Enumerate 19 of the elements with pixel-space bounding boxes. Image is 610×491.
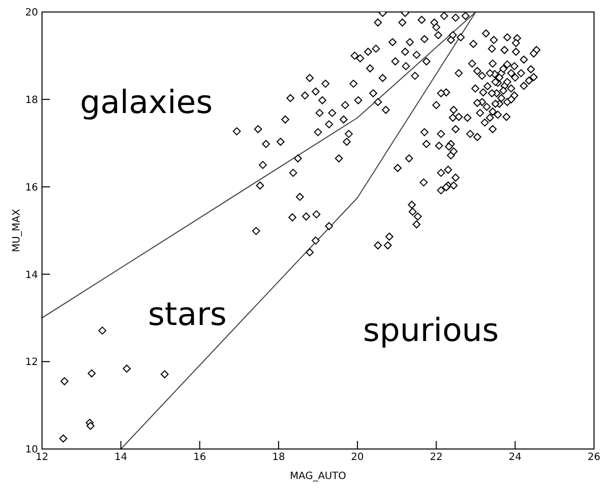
x-tick-label: 26 bbox=[588, 452, 600, 464]
x-tick-label: 16 bbox=[193, 452, 206, 464]
y-tick-label: 14 bbox=[25, 270, 38, 281]
x-tick-label: 14 bbox=[114, 452, 128, 464]
annotation: stars bbox=[148, 295, 227, 333]
x-tick-label: 12 bbox=[36, 452, 48, 464]
y-axis-title: MU_MAX bbox=[12, 208, 23, 252]
y-tick-label: 16 bbox=[25, 182, 38, 194]
annotation: spurious bbox=[363, 311, 499, 349]
annotation: galaxies bbox=[80, 83, 213, 121]
x-tick-label: 20 bbox=[351, 452, 364, 464]
y-tick-label: 10 bbox=[25, 444, 38, 456]
y-tick-label: 18 bbox=[25, 94, 38, 106]
x-tick-label: 18 bbox=[272, 452, 285, 464]
y-tick-label: 12 bbox=[25, 357, 38, 368]
x-axis-title: MAG_AUTO bbox=[290, 471, 346, 482]
y-tick-label: 20 bbox=[25, 8, 38, 19]
x-tick-label: 24 bbox=[508, 452, 522, 464]
x-tick-label: 22 bbox=[430, 452, 443, 464]
